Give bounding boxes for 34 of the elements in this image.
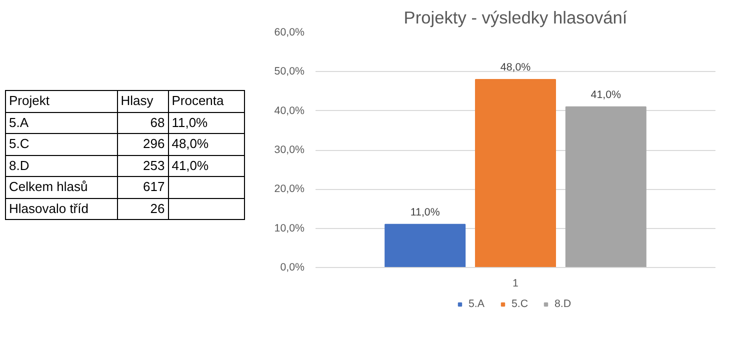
text: 5.A xyxy=(6,112,118,134)
text: Celkem hlasů xyxy=(6,176,118,198)
bar xyxy=(384,224,466,268)
text: 5.C xyxy=(6,134,118,156)
text: Hlasy xyxy=(117,90,168,112)
text: Hlasovalo tříd xyxy=(6,198,118,220)
data-label: 11,0% xyxy=(410,206,440,218)
bar xyxy=(475,79,556,268)
legend-label: 5.A xyxy=(468,298,486,310)
text: 617 xyxy=(117,176,168,198)
text: 41,0% xyxy=(168,155,244,177)
text: 11,0% xyxy=(168,112,244,134)
text: 296 xyxy=(117,134,168,156)
y-tick-label: 10,0% xyxy=(274,222,306,234)
text: 253 xyxy=(117,155,168,177)
data-label: 41,0% xyxy=(590,88,622,101)
text: 26 xyxy=(117,198,168,220)
y-tick-label: 30,0% xyxy=(274,144,306,156)
text: 8.D xyxy=(6,155,118,177)
legend-label: 5.C xyxy=(512,298,530,310)
text: 48,0% xyxy=(168,134,244,156)
text: Projekt xyxy=(6,90,118,112)
text: 68 xyxy=(117,112,168,134)
x-tick-label: 1 xyxy=(512,278,519,290)
data-label: 48,0% xyxy=(500,62,532,74)
y-tick-label: 0,0% xyxy=(280,262,306,274)
legend-label: 8.D xyxy=(554,298,572,310)
y-tick-label: 40,0% xyxy=(274,104,306,117)
text: Procenta xyxy=(168,90,244,112)
chart-title: Projekty - výsledky hlasování xyxy=(404,8,628,28)
bar xyxy=(565,106,646,268)
y-tick-label: 50,0% xyxy=(274,66,306,78)
y-tick-label: 60,0% xyxy=(274,26,306,38)
y-tick-label: 20,0% xyxy=(274,183,306,196)
